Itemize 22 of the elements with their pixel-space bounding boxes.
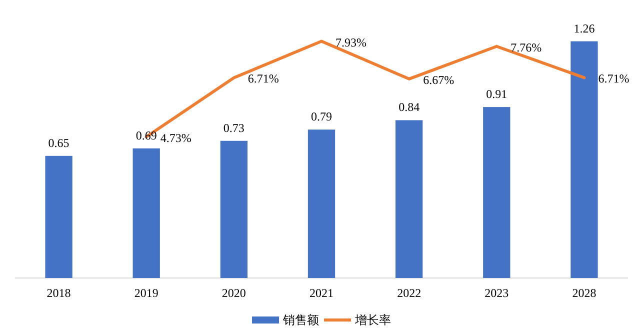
x-tick-label: 2018: [46, 286, 71, 300]
x-tick-label: 2020: [222, 286, 246, 300]
legend-label: 销售额: [283, 313, 319, 327]
data-label: 6.71%: [598, 72, 630, 86]
data-label: 7.76%: [510, 40, 542, 54]
data-label: 0.79: [311, 110, 332, 124]
data-label: 6.71%: [248, 72, 279, 86]
data-label: 0.91: [486, 87, 508, 102]
data-label: 0.73: [223, 120, 244, 135]
x-tick-label: 2019: [134, 286, 158, 300]
legend-label: 增长率: [355, 313, 391, 327]
x-tick-label: 2028: [572, 286, 596, 300]
data-label: 1.26: [574, 21, 595, 36]
data-label: 7.93%: [336, 35, 366, 50]
data-label: 6.67%: [423, 72, 454, 87]
x-tick-label: 2023: [484, 286, 509, 300]
x-tick-label: 2021: [310, 286, 334, 300]
x-tick-label: 2022: [397, 286, 422, 300]
data-label: 0.65: [48, 136, 70, 150]
data-label: 0.69: [136, 128, 157, 142]
data-label: 4.73%: [160, 130, 192, 145]
data-label: 0.84: [398, 100, 420, 114]
